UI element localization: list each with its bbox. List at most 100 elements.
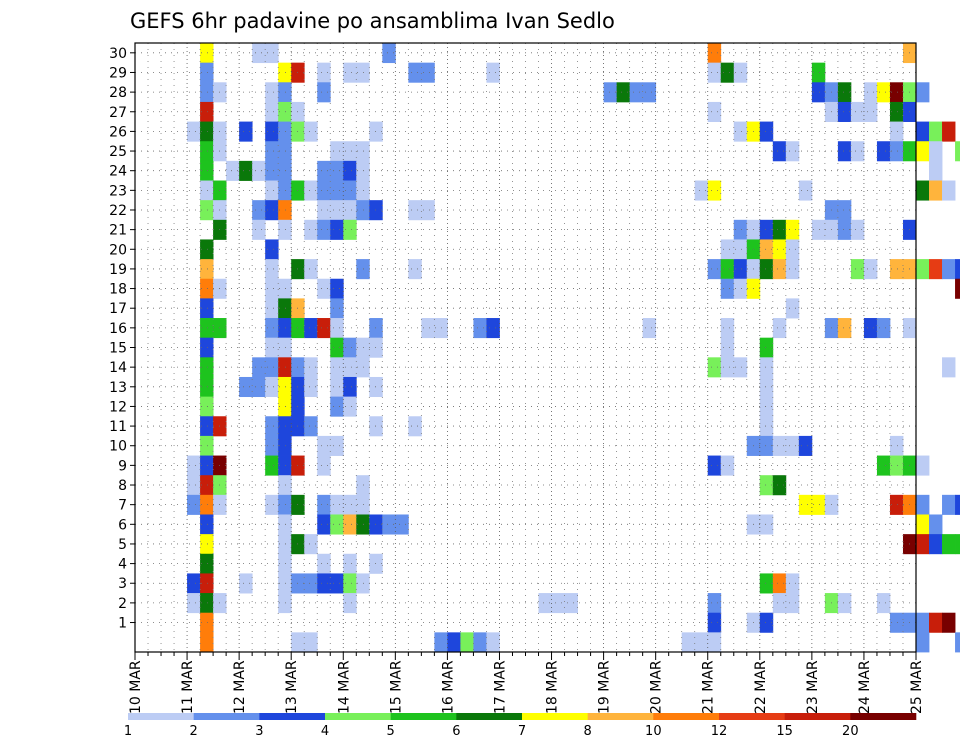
heatmap-cell: [278, 121, 292, 142]
heatmap-cell: [707, 62, 722, 83]
heatmap-cell: [343, 494, 357, 515]
x-tick-label: 15 MAR: [388, 660, 404, 714]
heatmap-cell: [356, 200, 370, 221]
heatmap-cell: [200, 553, 214, 574]
color-legend: 1 2 3 4 5 6 7 8 10 12 15 20: [124, 713, 917, 739]
heatmap-cell: [187, 475, 201, 496]
heatmap-cell: [876, 141, 891, 162]
y-tick-label: 23: [109, 183, 127, 199]
heatmap-cell: [759, 121, 774, 142]
legend-swatch: [259, 713, 326, 720]
y-tick-label: 2: [118, 596, 127, 612]
heatmap-cell: [343, 337, 357, 358]
heatmap-cell: [837, 82, 852, 103]
legend-label: 7: [518, 724, 526, 739]
heatmap-cell: [473, 632, 487, 653]
heatmap-cell: [317, 278, 331, 299]
heatmap-cell: [785, 141, 800, 162]
heatmap-cell: [304, 573, 318, 594]
heatmap-cell: [278, 82, 292, 103]
heatmap-cell: [226, 160, 240, 181]
heatmap-cell: [603, 82, 618, 103]
legend-label: 2: [190, 724, 198, 739]
heatmap-cell: [304, 376, 318, 398]
legend-swatch: [193, 713, 260, 720]
heatmap-cell: [317, 494, 331, 515]
heatmap-cell: [720, 455, 735, 476]
y-tick-label: 22: [109, 203, 127, 219]
heatmap-cell: [343, 357, 357, 378]
legend-swatch: [850, 713, 917, 720]
heatmap-cell: [772, 318, 787, 339]
heatmap-cell: [733, 62, 748, 83]
heatmap-cell: [707, 632, 722, 653]
heatmap-cell: [330, 298, 344, 319]
x-tick-label: 14 MAR: [336, 660, 352, 714]
heatmap-cell: [759, 357, 774, 378]
y-tick-label: 19: [109, 262, 127, 278]
heatmap-cell: [759, 396, 774, 417]
heatmap-cell: [252, 43, 266, 64]
heatmap-cell: [759, 239, 774, 260]
heatmap-cell: [200, 259, 214, 280]
heatmap-cell: [278, 475, 292, 496]
heatmap-cell: [759, 514, 774, 535]
heatmap-cell: [759, 376, 774, 398]
heatmap-cell: [278, 357, 292, 378]
heatmap-cell: [942, 534, 956, 555]
heatmap-cell: [798, 180, 813, 201]
heatmap-cell: [330, 318, 344, 339]
x-tick-label: 10 MAR: [128, 660, 144, 714]
x-tick-label: 24 MAR: [857, 660, 873, 714]
heatmap-cell: [278, 160, 292, 181]
legend-label: 3: [255, 724, 263, 739]
heatmap-cell: [929, 121, 943, 142]
heatmap-cell: [317, 553, 331, 574]
heatmap-cell: [265, 318, 279, 339]
heatmap-cell: [278, 101, 292, 122]
y-tick-label: 16: [109, 321, 127, 337]
heatmap-cell: [343, 141, 357, 162]
heatmap-cell: [330, 357, 344, 378]
heatmap-cell: [304, 318, 318, 339]
heatmap-cell: [421, 62, 435, 83]
heatmap-cell: [616, 82, 631, 103]
heatmap-cell: [759, 259, 774, 280]
heatmap-cell: [564, 593, 578, 614]
heatmap-cell: [317, 455, 331, 476]
heatmap-cell: [265, 416, 279, 437]
heatmap-cell: [330, 180, 344, 201]
y-tick-label: 13: [109, 380, 127, 396]
heatmap-cell: [343, 553, 357, 574]
x-tick-label: 13 MAR: [284, 660, 300, 714]
heatmap-cell: [265, 455, 279, 476]
legend-swatch: [325, 713, 391, 720]
y-tick-label: 20: [109, 242, 127, 258]
heatmap-cell: [916, 494, 930, 515]
heatmap-cell: [889, 259, 904, 280]
heatmap-cell: [356, 180, 370, 201]
heatmap-cell: [265, 180, 279, 201]
heatmap-cell: [942, 121, 956, 142]
heatmap-cell: [707, 593, 722, 614]
heatmap-cell: [356, 259, 370, 280]
heatmap-cell: [200, 632, 214, 653]
heatmap-cell: [278, 219, 292, 240]
heatmap-cell: [330, 337, 344, 358]
x-tick-label: 21 MAR: [701, 660, 717, 714]
heatmap-cell: [785, 298, 800, 319]
heatmap-cell: [889, 82, 904, 103]
heatmap-cell: [382, 43, 396, 64]
heatmap-cell: [304, 632, 318, 653]
heatmap-cell: [720, 357, 735, 378]
heatmap-cell: [200, 534, 214, 555]
heatmap-cell: [408, 200, 422, 221]
x-tick-label: 17 MAR: [492, 660, 508, 714]
heatmap-cell: [304, 534, 318, 555]
heatmap-cell: [720, 62, 735, 83]
heatmap-cell: [408, 416, 422, 437]
grid-lines: [135, 43, 916, 652]
heatmap-cell: [772, 593, 787, 614]
heatmap-cell: [278, 298, 292, 319]
heatmap-cell: [408, 62, 422, 83]
